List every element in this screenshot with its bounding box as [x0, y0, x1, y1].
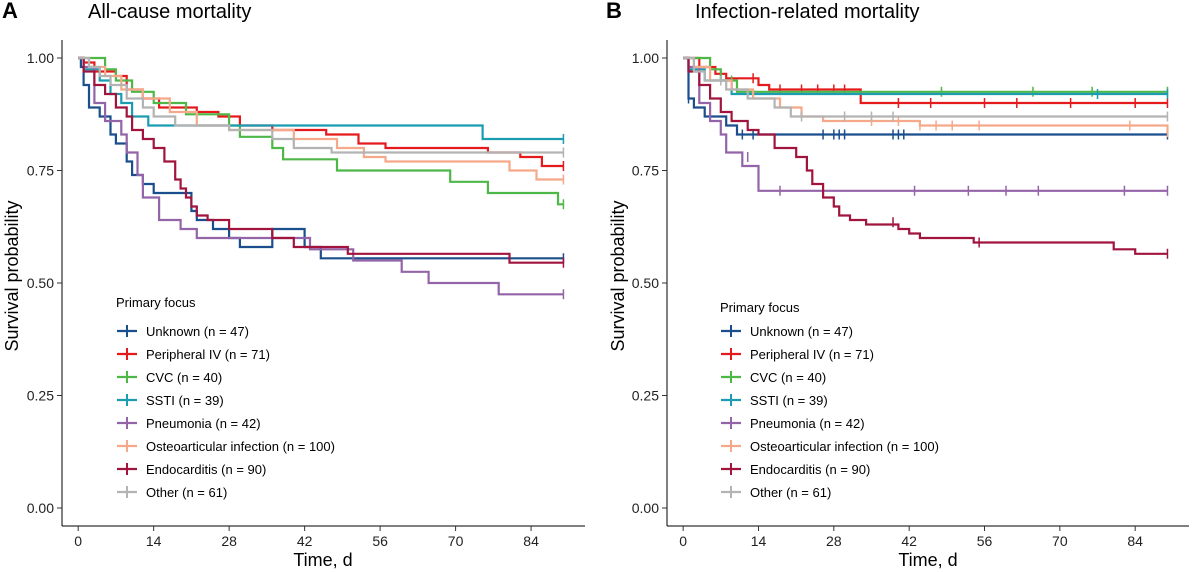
survival-curve	[78, 56, 564, 168]
survival-curve	[78, 56, 564, 154]
x-axis-label: Time, d	[898, 550, 957, 570]
survival-curve	[78, 56, 564, 181]
legend-entry: Unknown (n = 47)	[750, 324, 853, 339]
legend-title: Primary focus	[116, 295, 196, 310]
x-tick-label: 84	[1127, 533, 1143, 549]
legend-entry: CVC (n = 40)	[750, 370, 826, 385]
x-tick-label: 0	[679, 533, 687, 549]
survival-curve	[683, 56, 1168, 105]
panel-label: A	[2, 0, 18, 23]
y-tick-label: 0.00	[632, 500, 659, 516]
y-tick-label: 0.75	[27, 163, 54, 179]
survival-curve	[78, 56, 564, 260]
y-tick-label: 0.25	[27, 388, 54, 404]
legend-entry: Endocarditis (n = 90)	[146, 462, 266, 477]
legend-entry: CVC (n = 40)	[146, 370, 222, 385]
survival-curve	[683, 56, 1169, 133]
survival-curve	[78, 56, 564, 141]
y-tick-label: 0.50	[632, 275, 659, 291]
y-tick-label: 0.50	[27, 275, 54, 291]
x-axis-label: Time, d	[293, 550, 352, 570]
x-tick-label: 14	[146, 533, 162, 549]
legend-entry: Peripheral IV (n = 71)	[146, 347, 270, 362]
x-tick-label: 70	[1052, 533, 1068, 549]
survival-curve	[683, 56, 1168, 96]
panel-a: A All-cause mortality Time, d Survival p…	[2, 0, 585, 570]
survival-curve	[683, 56, 1168, 118]
panel-label: B	[606, 0, 622, 23]
panel-title: Infection-related mortality	[695, 1, 920, 23]
x-tick-label: 28	[221, 533, 237, 549]
legend-entry: Other (n = 61)	[146, 485, 227, 500]
x-tick-label: 42	[297, 533, 313, 549]
x-tick-label: 70	[448, 533, 464, 549]
survival-curve	[683, 56, 1168, 255]
legend-entry: Osteoarticular infection (n = 100)	[146, 439, 335, 454]
x-tick-label: 56	[977, 533, 993, 549]
legend-entry: Other (n = 61)	[750, 485, 831, 500]
y-axis-label: Survival probability	[2, 200, 22, 351]
legend-title: Primary focus	[720, 300, 800, 315]
y-tick-label: 0.00	[27, 500, 54, 516]
legend-entry: SSTI (n = 39)	[750, 393, 828, 408]
x-tick-label: 0	[74, 533, 82, 549]
legend-entry: Pneumonia (n = 42)	[750, 416, 865, 431]
y-tick-label: 1.00	[632, 50, 659, 66]
survival-curve	[683, 56, 1168, 136]
x-tick-label: 56	[372, 533, 388, 549]
legend-entry: Unknown (n = 47)	[146, 324, 249, 339]
survival-curve	[78, 56, 564, 206]
x-tick-label: 28	[826, 533, 842, 549]
x-tick-label: 84	[523, 533, 539, 549]
y-tick-label: 1.00	[27, 50, 54, 66]
panel-title: All-cause mortality	[88, 1, 251, 23]
legend-entry: SSTI (n = 39)	[146, 393, 224, 408]
x-tick-label: 42	[901, 533, 917, 549]
legend-entry: Pneumonia (n = 42)	[146, 416, 261, 431]
legend-entry: Osteoarticular infection (n = 100)	[750, 439, 939, 454]
survival-curve	[78, 56, 564, 264]
survival-curve	[683, 56, 1168, 93]
legend-entry: Endocarditis (n = 90)	[750, 462, 870, 477]
y-tick-label: 0.75	[632, 163, 659, 179]
x-tick-label: 14	[751, 533, 767, 549]
y-tick-label: 0.25	[632, 388, 659, 404]
panel-b: B Infection-related mortality Time, d Su…	[606, 0, 1189, 570]
survival-curve	[78, 56, 564, 296]
y-axis-label: Survival probability	[608, 200, 628, 351]
legend-entry: Peripheral IV (n = 71)	[750, 347, 874, 362]
